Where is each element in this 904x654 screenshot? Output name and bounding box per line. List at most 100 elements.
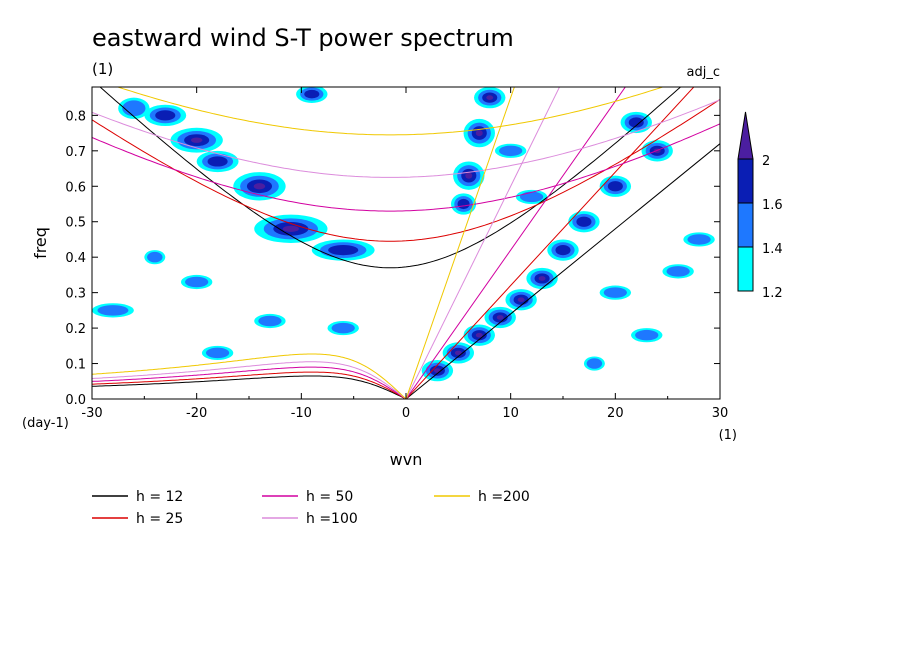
power-blob: [254, 313, 286, 329]
power-blob: [201, 345, 234, 360]
x-axis-label: wvn: [390, 450, 423, 469]
rossby-curve-h50: [92, 366, 407, 399]
power-blob-level-2: [635, 329, 659, 341]
plot-area: [91, 86, 721, 400]
y-tick-label: 0.4: [65, 251, 86, 266]
power-blob-level-4: [454, 350, 462, 356]
power-blob: [631, 328, 663, 343]
power-contours: [92, 87, 715, 382]
kelvin-curve-h200: [405, 87, 515, 399]
power-blob: [463, 324, 495, 346]
power-blob: [442, 342, 475, 364]
kelvin-curve-h12: [405, 143, 720, 399]
power-blob: [254, 214, 328, 243]
power-blob-level-4: [475, 332, 483, 338]
chart-subtitle-experiment: adj_c: [687, 65, 720, 80]
power-blob-level-4: [465, 172, 473, 179]
power-blob-level-4: [433, 368, 441, 373]
colorbar-label: 1.6: [762, 198, 783, 213]
power-blob: [170, 127, 223, 153]
power-blob-level-3: [576, 216, 592, 227]
power-blob: [196, 150, 239, 173]
power-blob: [505, 289, 537, 311]
chart-title: eastward wind S-T power spectrum: [92, 24, 514, 52]
colorbar-swatch: [737, 158, 754, 204]
colorbar-label: 2: [762, 154, 770, 169]
y-tick-label: 0.7: [65, 145, 86, 160]
power-blob: [453, 161, 485, 190]
colorbar-label: 1.2: [762, 286, 783, 301]
power-blob-level-2: [331, 322, 355, 334]
power-blob: [599, 175, 632, 197]
colorbar-extend-arrow: [737, 111, 754, 160]
y-tick-label: 0.1: [65, 358, 86, 373]
rossby-curve-h200: [92, 353, 407, 399]
power-blob: [144, 250, 166, 265]
colorbar-swatch: [737, 202, 754, 248]
colorbar-swatch: [737, 246, 754, 292]
kelvin-curve-h50: [405, 87, 626, 399]
power-blob: [463, 118, 495, 148]
kelvin-curve-h100: [405, 87, 561, 399]
power-blob: [474, 87, 506, 109]
power-blob-level-2: [687, 234, 711, 245]
inertia-gravity-curve-h200: [116, 87, 665, 136]
power-blob: [568, 211, 600, 233]
power-blob-level-4: [486, 95, 494, 100]
y-tick-label: 0.6: [65, 180, 86, 195]
colorbar: 1.2 1.4 1.6 2: [737, 111, 783, 301]
power-blob-level-2: [519, 191, 544, 203]
power-blob: [451, 193, 477, 215]
power-blob: [144, 104, 187, 127]
power-blob: [526, 267, 558, 290]
power-blob-level-3: [207, 156, 228, 167]
legend-label: h = 25: [136, 511, 183, 527]
power-blob-level-2: [122, 100, 146, 117]
y-tick-label: 0.5: [65, 216, 86, 231]
y-tick-label: 0.0: [65, 393, 86, 408]
rossby-curve-h25: [92, 371, 407, 399]
power-blob-level-3: [555, 244, 571, 256]
power-blob-level-2: [147, 251, 163, 263]
chart-subtitle-unit: (1): [92, 60, 113, 78]
power-blob-level-3: [457, 198, 470, 210]
x-tick-label: 0: [402, 406, 410, 421]
power-blob-level-4: [517, 297, 525, 303]
rossby-curve-h12: [92, 375, 407, 399]
power-blob: [118, 97, 150, 119]
y-axis-unit: (day-1): [22, 416, 69, 431]
legend: h = 12 h = 25 h = 50 h =100 h =200: [92, 489, 530, 527]
power-blob: [583, 356, 605, 371]
legend-item-h50: h = 50: [262, 489, 353, 505]
inertia-gravity-curve-h12: [99, 87, 682, 269]
inertia-gravity-curve-h100: [92, 99, 720, 178]
y-tick-label: 0.3: [65, 287, 86, 302]
power-blob-level-4: [190, 137, 203, 143]
legend-item-h100: h =100: [262, 511, 358, 527]
power-blob: [296, 87, 328, 103]
power-blob-level-3: [155, 110, 176, 121]
power-blob: [180, 274, 213, 290]
legend-label: h =100: [306, 511, 358, 527]
x-tick-label: 30: [712, 406, 729, 421]
colorbar-label: 1.4: [762, 242, 783, 257]
power-blob-level-2: [586, 358, 603, 369]
rossby-curve-h100: [92, 361, 407, 399]
power-blob-level-2: [205, 347, 230, 359]
power-blob: [620, 111, 652, 134]
power-blob: [662, 264, 694, 279]
y-tick-label: 0.2: [65, 322, 86, 337]
power-blob-level-4: [253, 183, 266, 190]
x-axis: -30 -20 -10 0 10 20 30: [81, 87, 728, 421]
y-axis-label: freq: [31, 227, 50, 259]
y-axis: 0.0 0.1 0.2 0.3 0.4 0.5 0.6 0.7 0.8: [65, 109, 720, 408]
power-blob: [233, 172, 286, 201]
power-blob-level-2: [499, 145, 523, 157]
power-blob: [599, 285, 632, 300]
power-blob-level-2: [603, 287, 627, 298]
inertia-gravity-curve-h50: [92, 123, 720, 212]
power-blob: [92, 303, 134, 318]
power-blob: [484, 306, 516, 329]
x-tick-label: 10: [502, 406, 519, 421]
